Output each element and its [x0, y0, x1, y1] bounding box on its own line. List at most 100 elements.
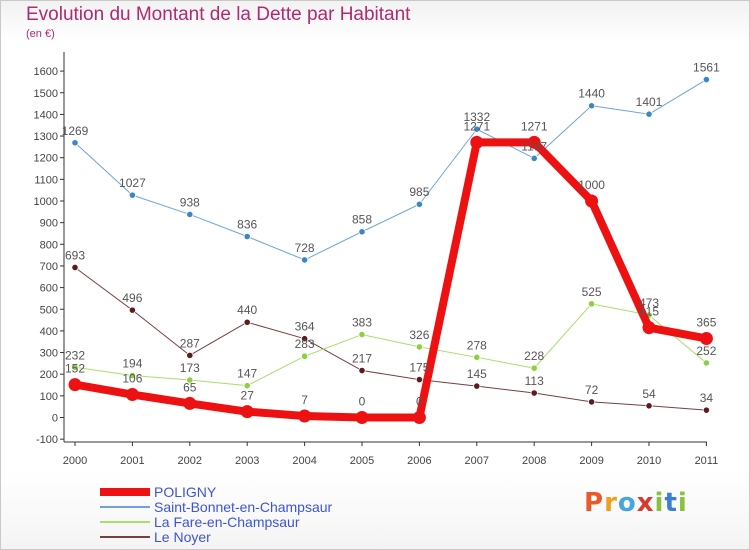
data-label: 383 [352, 316, 372, 330]
y-tick-label: 1600 [34, 66, 58, 78]
data-label: 326 [409, 328, 429, 342]
data-point [702, 406, 711, 414]
data-label: 1000 [578, 178, 605, 192]
x-tick-label: 2011 [695, 455, 719, 467]
data-point [473, 125, 481, 133]
data-label: 415 [639, 305, 659, 319]
data-label: 496 [122, 291, 142, 305]
data-point [186, 351, 194, 359]
data-label: 440 [237, 303, 257, 317]
data-point [358, 366, 366, 375]
data-point [358, 228, 366, 236]
x-tick-label: 2005 [350, 455, 374, 467]
data-point [125, 388, 139, 402]
data-point [71, 263, 79, 272]
data-point [298, 409, 312, 423]
data-label: 113 [525, 374, 544, 388]
y-tick-label: 1300 [34, 131, 58, 143]
data-label: 985 [409, 185, 429, 199]
logo-letter: r [604, 488, 618, 518]
data-label: 1027 [119, 176, 146, 190]
data-label: 287 [180, 336, 200, 350]
data-point [645, 402, 653, 410]
data-point [699, 331, 713, 345]
data-point [71, 363, 79, 371]
data-label: 65 [183, 380, 197, 394]
data-point [530, 364, 538, 372]
data-label: 858 [352, 213, 372, 227]
y-tick-label: 700 [40, 261, 58, 273]
data-label: 728 [295, 241, 315, 255]
data-point [186, 376, 194, 384]
data-label: 693 [65, 248, 85, 262]
data-label: 7 [301, 393, 308, 407]
data-point [128, 191, 136, 199]
data-label: 1401 [636, 95, 663, 109]
y-tick-label: 400 [40, 326, 58, 338]
data-point [645, 110, 653, 118]
series-line-3 [74, 266, 707, 411]
data-point [243, 382, 251, 390]
y-tick-label: 900 [40, 218, 58, 230]
data-label: 836 [237, 218, 257, 232]
data-point [71, 139, 79, 147]
y-tick-label: 1100 [34, 174, 58, 186]
data-label: 283 [295, 337, 315, 351]
data-point [527, 135, 541, 149]
series-line-0 [71, 138, 711, 422]
data-label: 1271 [463, 119, 490, 133]
data-point [585, 194, 599, 208]
data-point [128, 371, 136, 380]
logo-letter: o [617, 488, 637, 518]
data-point [355, 411, 369, 424]
x-tick-label: 2001 [120, 455, 144, 467]
x-tick-label: 2004 [292, 455, 316, 467]
x-tick-label: 2007 [465, 455, 489, 467]
data-point [128, 306, 136, 314]
data-point [300, 256, 309, 264]
data-point [587, 398, 596, 406]
logo-letter: t [664, 488, 678, 518]
data-label: 364 [295, 320, 315, 334]
data-point [240, 405, 254, 419]
legend-label-saint-bonnet: Saint-Bonnet-en-Champsaur [154, 499, 333, 515]
legend-swatch-poligny [100, 488, 150, 496]
data-point [243, 318, 251, 326]
data-point [587, 102, 596, 110]
data-label: 147 [237, 367, 257, 381]
data-label: 175 [409, 361, 429, 375]
data-label: 173 [180, 361, 200, 375]
y-tick-label: 1500 [34, 88, 58, 100]
data-point [412, 411, 426, 424]
data-label: 152 [65, 362, 85, 376]
logo-letter: i [677, 488, 688, 518]
logo-letter: i [654, 488, 665, 518]
data-point [473, 382, 481, 390]
data-label: 27 [241, 389, 255, 403]
legend-label-la-fare: La Fare-en-Champsaur [154, 514, 300, 530]
data-point [68, 378, 82, 392]
data-label: 145 [467, 367, 487, 381]
data-point [702, 75, 711, 84]
data-label: 106 [122, 372, 142, 386]
chart-unit: (en €) [26, 28, 55, 40]
data-label: 473 [639, 296, 659, 310]
data-point [530, 154, 538, 162]
data-point [186, 210, 194, 219]
proxiti-logo: Proxiti [584, 488, 688, 518]
data-label: 72 [585, 383, 599, 397]
data-label: 0 [359, 395, 366, 409]
data-point [473, 353, 481, 361]
x-tick-label: 2003 [235, 455, 259, 467]
x-tick-label: 2009 [579, 455, 603, 467]
y-tick-label: 300 [40, 348, 58, 360]
data-point [642, 321, 656, 335]
y-tick-label: 1400 [34, 109, 58, 121]
x-tick-label: 2002 [178, 455, 202, 467]
x-tick-label: 2010 [637, 455, 661, 467]
data-point [415, 376, 423, 384]
data-label: 525 [582, 285, 602, 299]
y-tick-label: 800 [40, 239, 58, 251]
data-point [183, 396, 197, 410]
